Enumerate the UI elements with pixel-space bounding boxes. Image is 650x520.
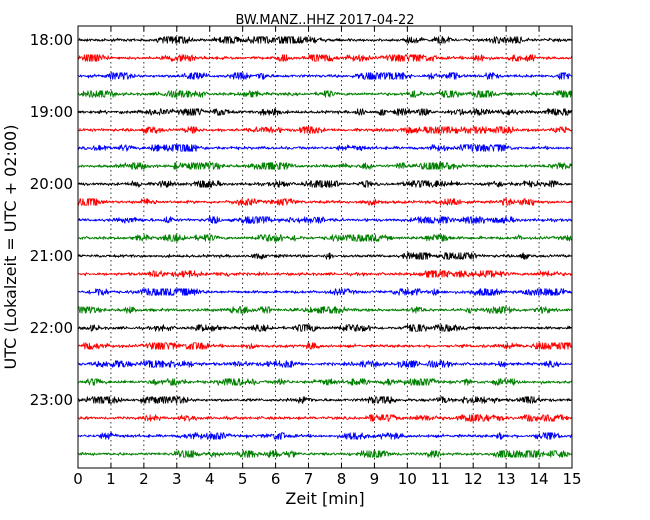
- trace-line: [77, 360, 573, 368]
- trace-line: [77, 378, 573, 386]
- y-tick-label: 20:00: [30, 175, 73, 193]
- trace-line: [77, 324, 573, 332]
- y-tick-label: 18:00: [30, 31, 73, 49]
- trace-line: [77, 306, 573, 314]
- traces: [77, 36, 573, 458]
- plot-frame: [77, 25, 573, 469]
- y-axis: 18:00 19:00 20:00 21:00 22:00 23:00: [30, 31, 572, 409]
- x-tick-label: 12: [464, 470, 483, 488]
- trace-line: [77, 36, 573, 44]
- trace-line: [77, 180, 573, 188]
- y-tick-label: 21:00: [30, 247, 73, 265]
- trace-line: [77, 54, 573, 62]
- trace-line: [77, 144, 573, 152]
- y-tick-label: 23:00: [30, 391, 73, 409]
- x-tick-label: 2: [139, 470, 149, 488]
- trace-line: [77, 216, 573, 224]
- chart-title: BW.MANZ..HHZ 2017-04-22: [235, 13, 414, 28]
- x-tick-label: 13: [497, 470, 516, 488]
- trace-line: [77, 270, 573, 278]
- trace-line: [77, 396, 573, 404]
- trace-line: [77, 288, 573, 296]
- x-tick-label: 9: [370, 470, 380, 488]
- trace-line: [77, 450, 573, 458]
- x-tick-label: 11: [431, 470, 450, 488]
- x-tick-label: 14: [530, 470, 549, 488]
- trace-line: [77, 252, 573, 260]
- y-tick-label: 22:00: [30, 319, 73, 337]
- x-tick-label: 1: [106, 470, 116, 488]
- trace-line: [77, 162, 573, 170]
- grid: [110, 26, 540, 468]
- x-tick-label: 5: [238, 470, 248, 488]
- trace-line: [77, 90, 573, 98]
- trace-line: [77, 342, 573, 350]
- trace-line: [77, 432, 573, 440]
- trace-line: [77, 414, 573, 422]
- x-tick-label: 3: [172, 470, 182, 488]
- x-axis-label: Zeit [min]: [285, 489, 364, 508]
- trace-line: [77, 108, 573, 116]
- x-tick-label: 8: [337, 470, 347, 488]
- x-tick-label: 4: [205, 470, 215, 488]
- x-axis: 0 1 2 3 4 5 6 7 8 9 10 11 12 13 14 15: [73, 26, 582, 488]
- trace-line: [77, 234, 573, 242]
- x-tick-label: 0: [73, 470, 83, 488]
- x-tick-label: 7: [304, 470, 314, 488]
- trace-line: [77, 72, 573, 80]
- y-axis-label: UTC (Lokalzeit = UTC + 02:00): [1, 125, 20, 370]
- x-tick-label: 6: [271, 470, 281, 488]
- trace-line: [77, 198, 573, 206]
- x-tick-label: 15: [562, 470, 581, 488]
- y-tick-label: 19:00: [30, 103, 73, 121]
- trace-line: [77, 126, 573, 134]
- x-tick-label: 10: [398, 470, 417, 488]
